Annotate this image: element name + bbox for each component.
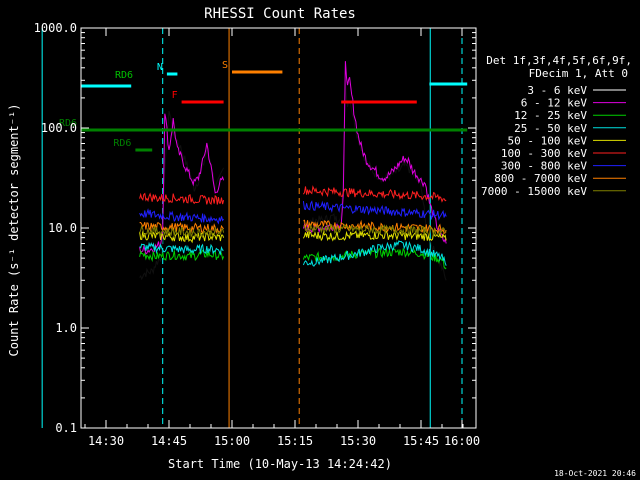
series-line-8-0 <box>139 224 225 239</box>
legend-label-3: 25 - 50 keV <box>514 122 587 135</box>
extra-label-rd6: RD6 <box>115 70 133 81</box>
state-bar-label-4: RD6 <box>113 138 131 149</box>
axes: 14:30 14:45 15:00 15:15 15:30 15:45 16:00 0.1 1.… <box>34 21 480 448</box>
y-tick-label-4: 1000.0 <box>34 21 77 35</box>
series-line-3-1 <box>302 240 447 267</box>
y-tick-label-1: 1.0 <box>55 321 77 335</box>
x-tick-label-0: 14:30 <box>88 434 124 448</box>
legend-label-6: 300 - 800 keV <box>501 160 587 173</box>
series-line-0-1 <box>302 83 447 281</box>
y-tick-label-0: 0.1 <box>55 421 77 435</box>
series-line-4-0 <box>139 231 225 244</box>
legend-label-5: 100 - 300 keV <box>501 147 587 160</box>
legend-label-1: 6 - 12 keV <box>521 97 588 110</box>
legend-label-8: 7000 - 15000 keV <box>481 185 587 198</box>
state-bar-label-3: RD6 <box>59 118 77 129</box>
y-axis-label: Count Rate (s⁻¹ detector segment⁻¹) <box>7 104 21 357</box>
y-tick-label-2: 10.0 <box>48 221 77 235</box>
series-line-6-1 <box>302 200 447 221</box>
legend-label-4: 50 - 100 keV <box>508 134 588 147</box>
x-tick-label-4: 15:30 <box>340 434 376 448</box>
state-bar-label-5: S <box>222 60 228 71</box>
legend-title-line1: Det 1f,3f,4f,5f,6f,9f, <box>486 54 632 67</box>
footer-timestamp: 18-Oct-2021 20:46 <box>554 469 636 478</box>
series-line-4-1 <box>302 230 447 242</box>
series-line-0-0 <box>139 110 225 281</box>
series-line-8-1 <box>303 223 447 237</box>
x-tick-label-1: 14:45 <box>151 434 187 448</box>
series-line-3-0 <box>139 241 224 256</box>
x-axis-label: Start Time (10-May-13 14:24:42) <box>168 457 392 471</box>
x-tick-label-5: 15:45 <box>403 434 439 448</box>
state-bars: N F RD6 RD6 S RD6 <box>59 60 468 152</box>
series-line-5-0 <box>139 192 225 206</box>
state-bar-label-1: N <box>157 62 163 73</box>
legend-label-7: 800 - 7000 keV <box>494 172 587 185</box>
state-bar-label-2: F <box>172 90 178 101</box>
legend-title-line2: FDecim 1, Att 0 <box>529 67 628 80</box>
vertical-markers <box>41 28 463 428</box>
series-line-2-0 <box>139 249 225 263</box>
x-tick-label-2: 15:00 <box>214 434 250 448</box>
legend: Det 1f,3f,4f,5f,6f,9f, FDecim 1, Att 0 3… <box>481 54 632 198</box>
series-layer <box>139 61 447 281</box>
x-tick-label-6: 16:00 <box>444 434 480 448</box>
series-line-5-1 <box>302 185 447 203</box>
y-tick-label-3: 100.0 <box>41 121 77 135</box>
legend-label-0: 3 - 6 keV <box>527 84 587 97</box>
plot-frame <box>80 27 477 429</box>
x-tick-label-3: 15:15 <box>277 434 313 448</box>
chart-title: RHESSI Count Rates <box>204 6 356 22</box>
series-line-6-0 <box>139 208 225 225</box>
legend-label-2: 12 - 25 keV <box>514 109 587 122</box>
